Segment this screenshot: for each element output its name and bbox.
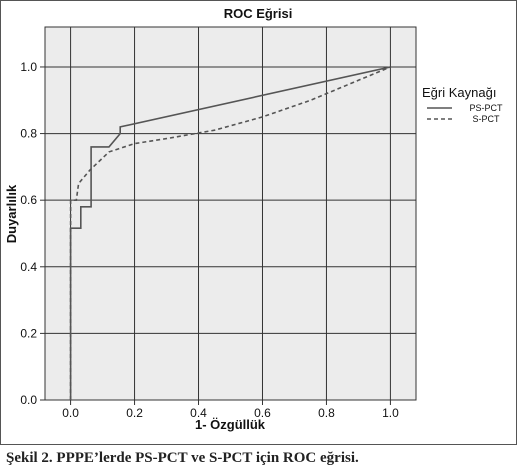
x-tick-label: 0.8 [318, 406, 335, 420]
y-tick-label: 0.4 [20, 260, 37, 274]
y-tick-label: 0.6 [20, 193, 37, 207]
chart-title: ROC Eğrisi [224, 6, 293, 21]
y-tick-label: 0.2 [20, 326, 37, 340]
plot-area [44, 26, 417, 401]
y-axis-label: Duyarlılık [4, 184, 19, 243]
x-axis-ticks: 0.0 0.2 0.4 0.6 0.8 1.0 [62, 400, 399, 420]
y-axis-ticks: 0.0 0.2 0.4 0.6 0.8 1.0 [20, 60, 45, 407]
y-tick-label: 0.0 [20, 393, 37, 407]
x-tick-label: 0.0 [62, 406, 79, 420]
roc-chart: ROC Eğrisi 0.0 0.2 0.4 0.6 0.8 1.0 0.00.20.40… [0, 0, 517, 445]
x-tick-label: 0.4 [190, 406, 207, 420]
series-line-s-pct [69, 66, 391, 400]
figure-caption: Şekil 2. PPPE’lerde PS-PCT ve S-PCT için… [6, 450, 359, 466]
legend-title: Eğri Kaynağı [422, 85, 496, 100]
y-tick-label: 0.8 [20, 127, 37, 141]
x-axis-label: 1- Özgüllük [195, 417, 266, 432]
x-tick-label: 0.2 [126, 406, 143, 420]
y-tick-label: 1.0 [20, 60, 37, 74]
series-layer [69, 66, 391, 400]
x-tick-label: 0.6 [254, 406, 271, 420]
series-line-ps-pct [69, 66, 391, 400]
legend-label-ps-pct: PS-PCT [469, 103, 503, 113]
x-tick-label: 1.0 [382, 406, 399, 420]
legend-label-s-pct: S-PCT [473, 114, 501, 124]
